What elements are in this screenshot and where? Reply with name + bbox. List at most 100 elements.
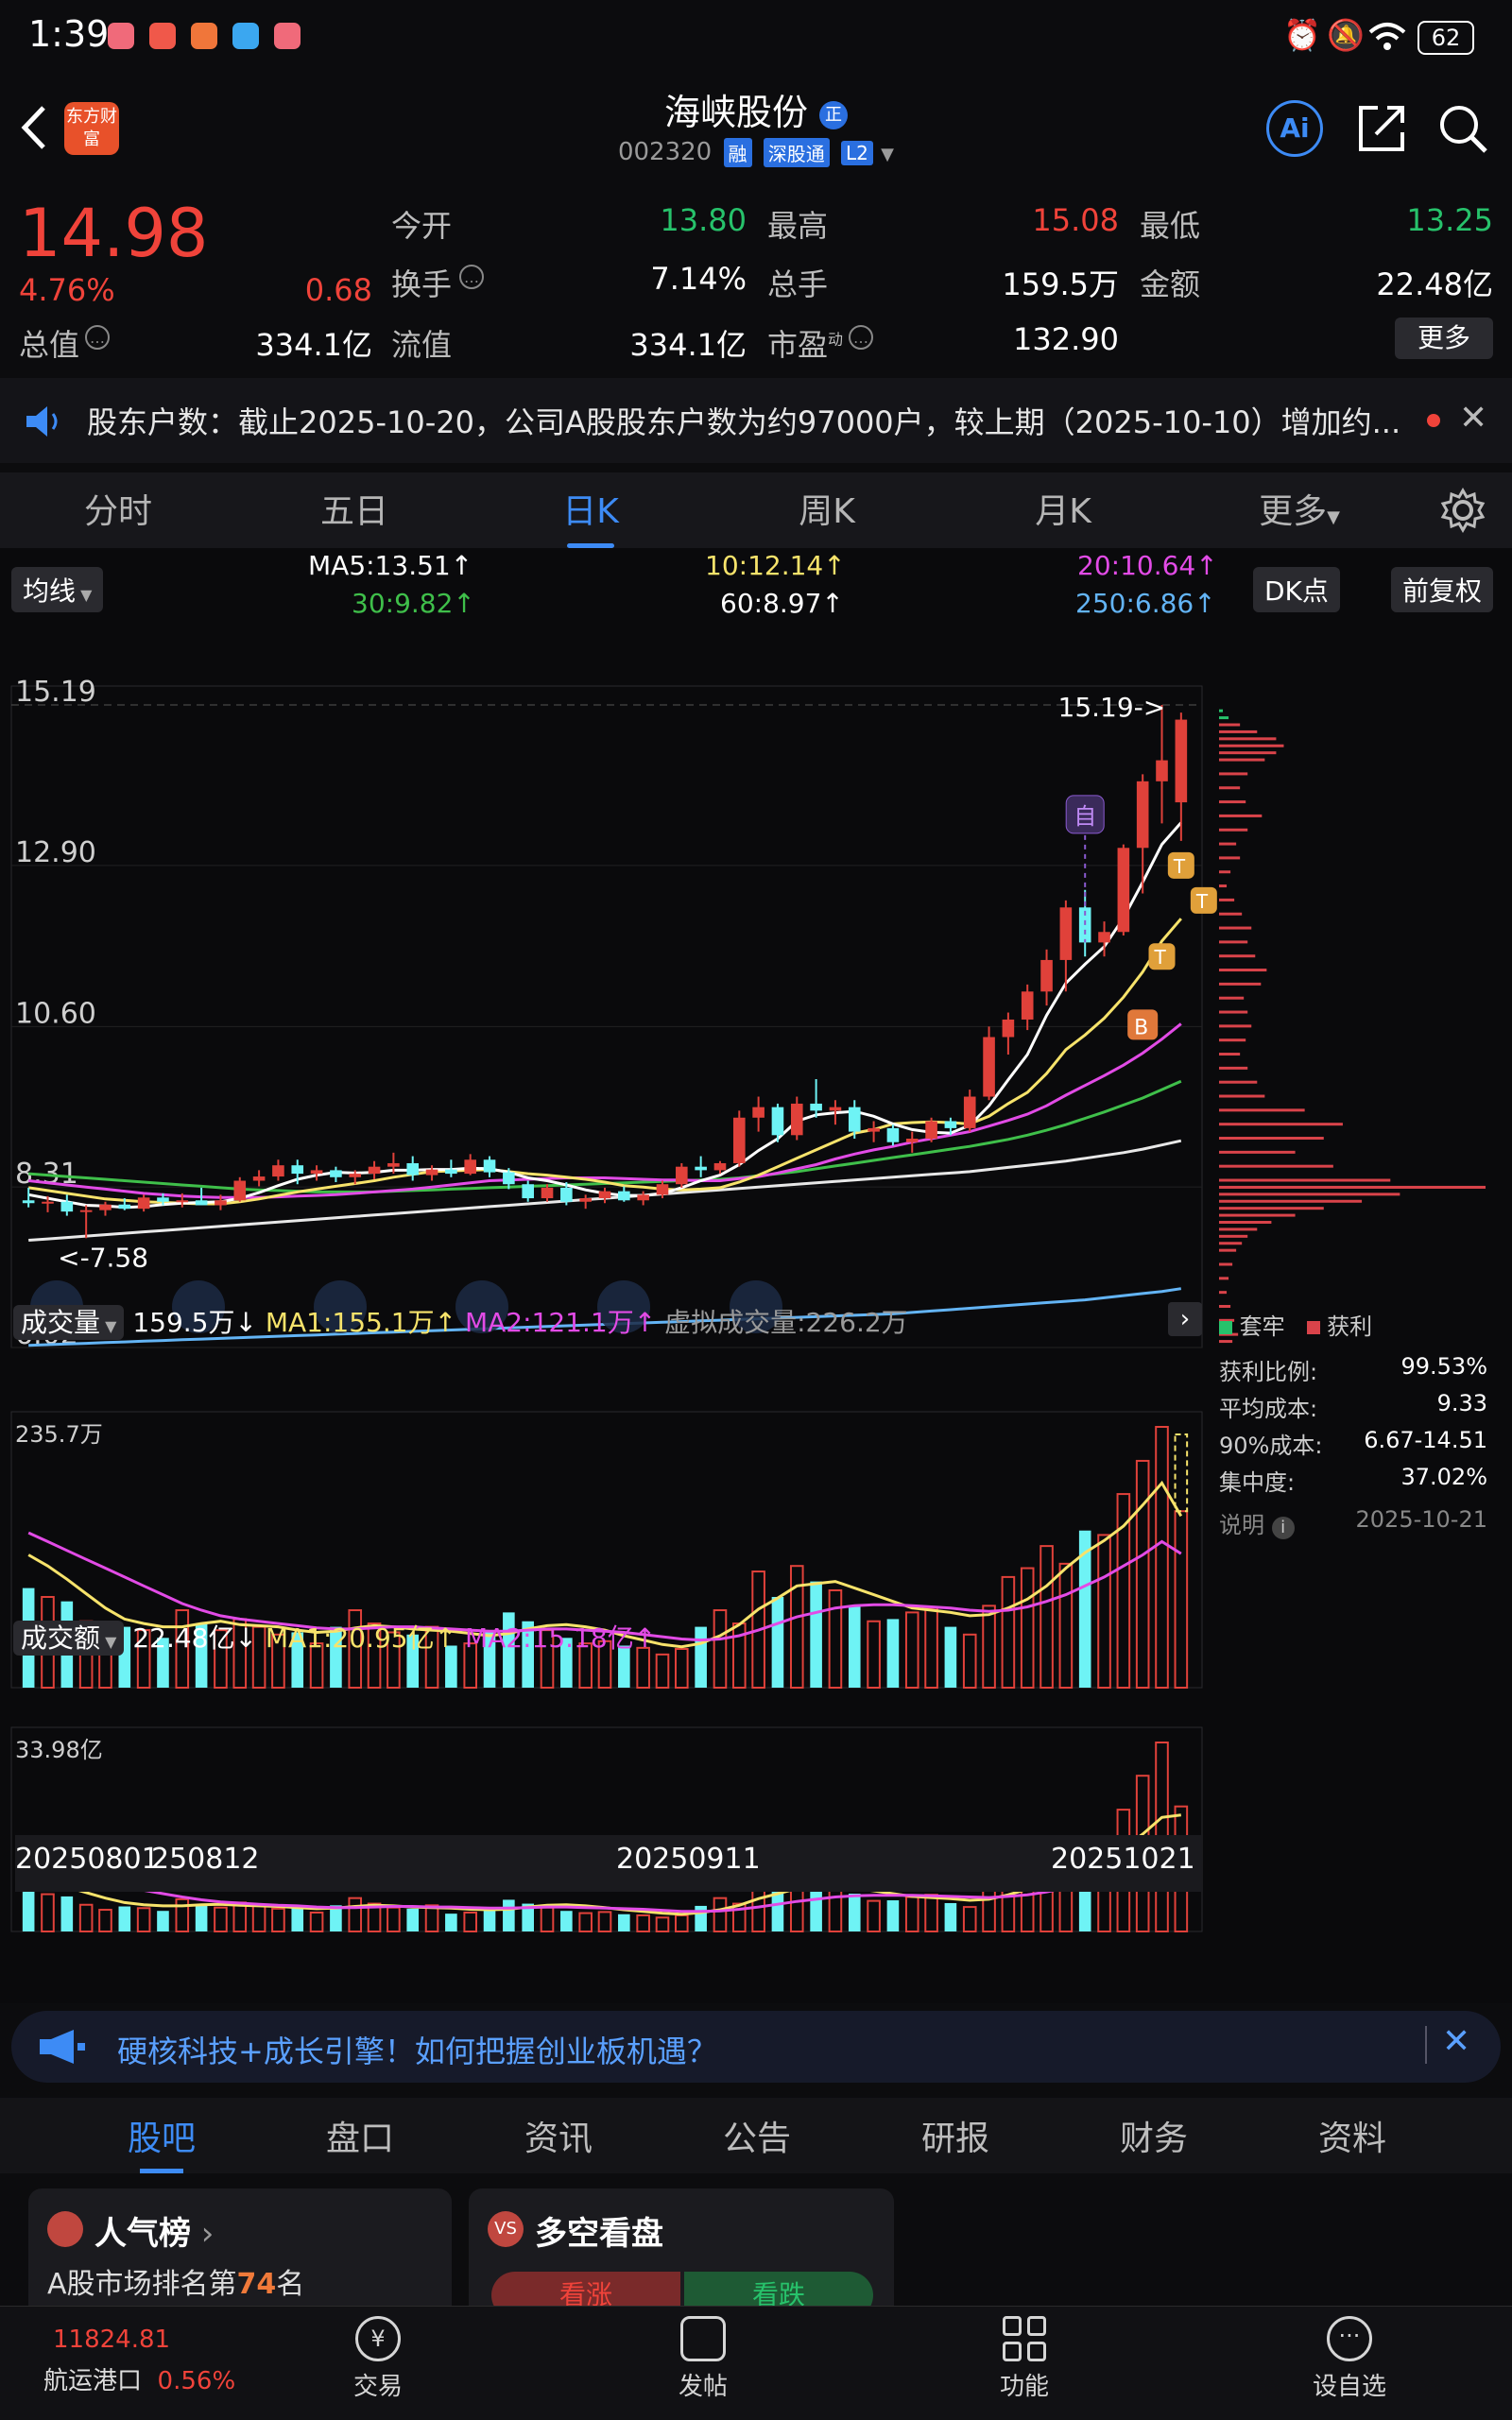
tab-monthly-k[interactable]: 月K [1035, 492, 1091, 531]
cost-distribution-bar [1219, 1340, 1233, 1344]
volume-bar [291, 1632, 304, 1688]
adjust-mode-button[interactable]: 前复权 [1391, 567, 1494, 612]
promo-banner[interactable]: 硬核科技+成长引擎！如何把握创业板机遇？ ✕ [11, 2011, 1501, 2083]
amount-bar [348, 1897, 363, 1932]
volume-bar [789, 1565, 804, 1689]
ma-selector[interactable]: 均线 ▼ [11, 567, 104, 612]
amount-bar [636, 1914, 650, 1933]
tab-intraday[interactable]: 分时 [83, 492, 152, 531]
price-tick-label: 12.90 [15, 836, 96, 869]
cost-stats: 获利比例: 99.53% 平均成本: 9.33 90%成本: 6.67-14.51 集… [1219, 1353, 1487, 1543]
amount-selector[interactable]: 成交额 ▼ [13, 1621, 125, 1656]
high-label: 最高 [767, 208, 829, 244]
cost-distribution-bar [1219, 1053, 1241, 1056]
ma60-text: 60:8.97 [720, 588, 822, 619]
tab-research[interactable]: 研报 [920, 2120, 989, 2158]
amount-bar [540, 1906, 555, 1933]
volume-bar [1155, 1426, 1169, 1689]
notice-text: 股东户数：截止2025-10-20，公司A股股东户数为约97000户，较上期（2… [87, 404, 1401, 440]
search-icon[interactable] [1436, 102, 1489, 155]
nav-trade[interactable]: ¥ 交易 [302, 2316, 454, 2402]
info-icon[interactable]: … [459, 265, 484, 289]
candle-body [118, 1204, 131, 1210]
nav-add-watchlist[interactable]: ··· 设自选 [1274, 2316, 1425, 2402]
open-value: 13.80 [660, 202, 747, 238]
caret-down-icon: ▼ [1327, 507, 1340, 527]
cost-distribution-bar [1219, 1304, 1231, 1308]
volume-bar [751, 1570, 765, 1690]
amount-bar [271, 1907, 285, 1933]
chevron-down-icon[interactable]: ▼ [881, 145, 895, 164]
share-icon[interactable] [1355, 102, 1408, 155]
amount-bar [731, 1902, 747, 1932]
tab-news[interactable]: 资讯 [524, 2120, 593, 2158]
cost-distribution-bar [1219, 1038, 1246, 1042]
chevron-right-icon[interactable]: › [1168, 1302, 1202, 1336]
notification-app-icon [274, 23, 301, 49]
dk-point-button[interactable]: DK点 [1253, 567, 1340, 612]
tab-weekly-k[interactable]: 周K [799, 492, 855, 531]
tab-more[interactable]: 更多▼ [1181, 484, 1418, 533]
tab-financials[interactable]: 财务 [1119, 2120, 1188, 2158]
notice-bar[interactable]: 股东户数：截止2025-10-20，公司A股股东户数为约97000户，较上期（2… [0, 378, 1512, 463]
tab-order-book[interactable]: 盘口 [325, 2120, 394, 2158]
wifi-icon [1368, 23, 1406, 50]
amount-bar [291, 1907, 304, 1931]
ma5-value: MA5:13.51↑ [308, 550, 473, 581]
volume-legend: 成交量 ▼ 159.5万↓ MA1:155.1万↑ MA2:121.1万↑ 虚拟… [13, 1302, 908, 1340]
ma10-value: 10:12.14↑ [705, 550, 846, 581]
cost-note-button[interactable]: 说明 i [1219, 1506, 1295, 1543]
cost-distribution-bar [1219, 786, 1241, 790]
amount-bar [78, 1903, 94, 1932]
cost-distribution-bar [1219, 1164, 1333, 1168]
more-button[interactable]: 更多 [1395, 318, 1493, 359]
total-value-label: 总值 [19, 327, 80, 363]
tab-profile[interactable]: 资料 [1317, 2120, 1386, 2158]
tab-announcements[interactable]: 公告 [722, 2120, 791, 2158]
amount-bar [367, 1902, 382, 1932]
amount-bar [330, 1905, 342, 1931]
settings-gear-icon[interactable] [1440, 488, 1486, 533]
amount-panel-frame [10, 1726, 1203, 1932]
amount-bar [463, 1911, 478, 1933]
amount-bar [60, 1896, 74, 1931]
status-bar: 1:39 ⏰ 🔕 62 [0, 0, 1512, 76]
cost-stat-row: 集中度: 37.02% [1219, 1464, 1487, 1501]
amount-bar [157, 1911, 169, 1931]
megaphone-icon [40, 2030, 85, 2064]
amount-bar [522, 1903, 534, 1931]
cost-distribution-bar [1219, 1262, 1233, 1266]
info-icon[interactable]: … [849, 325, 873, 350]
info-icon[interactable]: … [85, 325, 110, 350]
cost-distribution-bar [1219, 729, 1258, 733]
cost-distribution-bar [1219, 940, 1248, 944]
volume-value: 159.5万 [1002, 266, 1119, 302]
ma30-value: 30:9.82↑ [352, 588, 475, 619]
volume-bar [445, 1645, 457, 1688]
back-icon[interactable] [17, 104, 51, 151]
ai-assistant-button[interactable]: Ai [1266, 100, 1323, 157]
tab-five-day[interactable]: 五日 [319, 492, 388, 531]
rank-number: 74 [236, 2268, 277, 2301]
t-tag: T [1154, 946, 1167, 969]
amount-bar [675, 1914, 689, 1933]
volume-bar [695, 1626, 707, 1688]
notification-app-icon [149, 23, 176, 49]
tab-daily-k[interactable]: 日K [472, 484, 709, 548]
candle-body [541, 1187, 554, 1199]
kline-chart-area[interactable]: 均线 ▼ MA5:13.51↑ 10:12.14↑ 20:10.64↑ 30:9… [0, 548, 1512, 2003]
cost-distribution-bar [1219, 1024, 1252, 1028]
index-widget[interactable]: 11824.81 航运港口 0.56% [43, 2326, 235, 2396]
nav-label: 设自选 [1312, 2373, 1386, 2401]
tab-forum[interactable]: 股吧 [62, 2111, 261, 2173]
candle-body [983, 1037, 995, 1097]
volume-selector[interactable]: 成交量 ▼ [13, 1305, 125, 1340]
close-icon[interactable]: ✕ [1459, 399, 1488, 438]
close-icon[interactable]: ✕ [1442, 2022, 1471, 2061]
cost-distribution-bar [1219, 814, 1263, 817]
volume-bar [157, 1638, 169, 1688]
nav-functions[interactable]: 功能 [949, 2316, 1100, 2402]
rank-suffix: 名 [276, 2268, 305, 2301]
nav-post[interactable]: 发帖 [627, 2316, 779, 2402]
amount-bar [848, 1893, 861, 1931]
